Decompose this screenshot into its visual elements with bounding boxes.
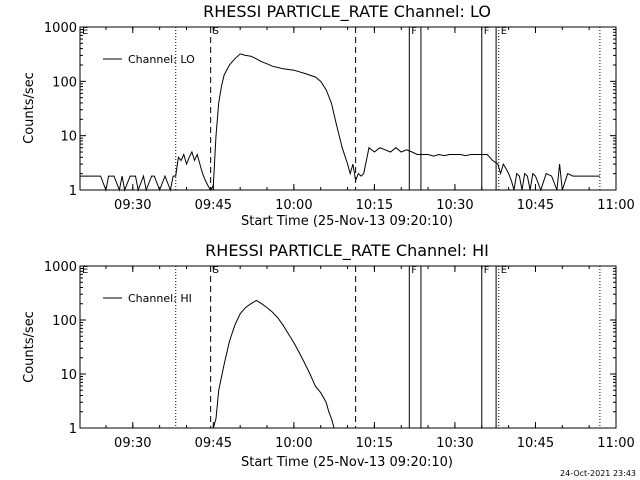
y-tick-label: 1: [69, 422, 77, 437]
legend: Channel: LO: [103, 53, 195, 66]
marker-label: F: [484, 265, 490, 276]
y-axis-label: Counts/sec: [22, 72, 37, 144]
chart-title: RHESSI PARTICLE_RATE Channel: HI: [205, 241, 489, 261]
y-tick-label: 1000: [44, 260, 77, 275]
x-tick-label: 09:30: [114, 436, 151, 451]
timestamp-footer: 24-Oct-2021 23:43: [560, 469, 636, 478]
x-tick-label: 11:00: [597, 198, 634, 213]
marker-label: S: [213, 265, 219, 276]
series-line: [212, 299, 335, 429]
marker-label: E: [501, 265, 507, 276]
legend-label: Channel: HI: [128, 292, 192, 305]
marker-label: E: [82, 26, 88, 37]
x-axis-label: Start Time (25-Nov-13 09:20:10): [241, 214, 453, 229]
marker-label: F: [411, 265, 417, 276]
series-layer: [80, 53, 600, 192]
y-tick-label: 10: [60, 368, 77, 383]
panel-lo: RHESSI PARTICLE_RATE Channel: LO Counts/…: [22, 2, 635, 229]
x-tick-label: 09:45: [195, 436, 232, 451]
x-tick-label: 10:45: [517, 198, 554, 213]
marker-label: F: [484, 26, 490, 37]
y-axis-label: Counts/sec: [22, 311, 37, 383]
y-tick-label: 100: [52, 75, 77, 90]
panel-hi: RHESSI PARTICLE_RATE Channel: HI Counts/…: [22, 241, 635, 470]
marker-label: E: [501, 26, 507, 37]
series-layer: [212, 299, 335, 429]
x-axis-label: Start Time (25-Nov-13 09:20:10): [241, 455, 453, 470]
x-tick-label: 10:15: [356, 198, 393, 213]
x-tick-label: 10:45: [517, 436, 554, 451]
x-tick-label: 09:30: [114, 198, 151, 213]
legend-label: Channel: LO: [128, 53, 195, 66]
x-tick-label: 10:00: [275, 198, 312, 213]
marker-label: S: [213, 26, 219, 37]
marker-label: F: [411, 26, 417, 37]
plot-frame: [79, 265, 617, 429]
x-tick-label: 10:00: [275, 436, 312, 451]
legend: Channel: HI: [103, 292, 192, 305]
x-tick-label: 09:45: [195, 198, 232, 213]
x-tick-label: 10:30: [436, 436, 473, 451]
x-tick-label: 10:30: [436, 198, 473, 213]
chart-title: RHESSI PARTICLE_RATE Channel: LO: [203, 2, 491, 22]
ticks-layer: 09:30 09:45 10:00 10:15 10:30 10:45 11:00 1 10 10…: [44, 260, 635, 451]
y-tick-label: 100: [52, 314, 77, 329]
series-line: [80, 53, 600, 192]
marker-label: E: [82, 265, 88, 276]
ticks-layer: 09:30 09:45 10:00 10:15 10:30 10:45 11:00 1 10 10…: [44, 21, 635, 213]
y-tick-label: 10: [60, 130, 77, 145]
x-tick-label: 10:15: [356, 436, 393, 451]
y-tick-label: 1: [69, 184, 77, 199]
x-tick-label: 11:00: [597, 436, 634, 451]
y-tick-label: 1000: [44, 21, 77, 36]
